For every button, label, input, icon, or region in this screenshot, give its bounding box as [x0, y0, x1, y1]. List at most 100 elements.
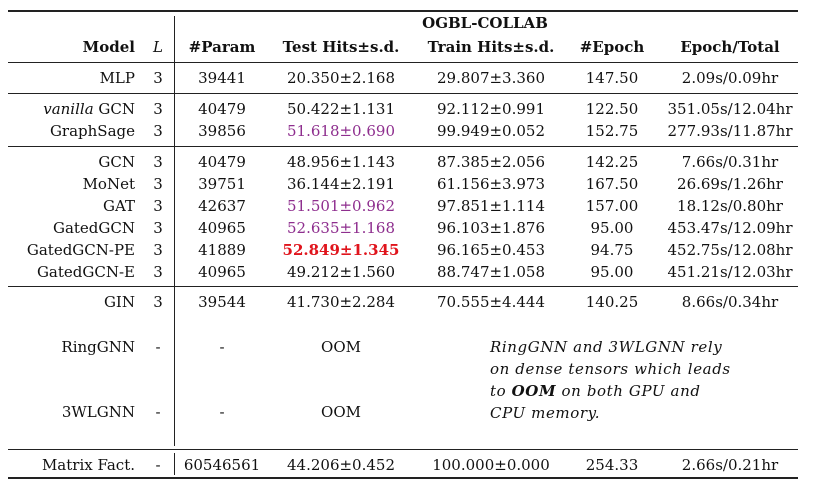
cell-test: 51.618±0.690	[287, 122, 395, 140]
top-rule	[8, 10, 798, 12]
bottom-rule	[8, 477, 798, 479]
cell-model: MoNet	[82, 175, 135, 193]
cell-test: 36.144±2.191	[287, 175, 395, 193]
cell-epoch: 95.00	[590, 219, 634, 237]
column-divider-bottom	[174, 453, 175, 475]
cell-param: -	[219, 403, 225, 421]
header-rule	[8, 62, 798, 63]
cell-epoch: 95.00	[590, 263, 634, 281]
cell-model: GAT	[103, 197, 135, 215]
cell-train: 96.103±1.876	[437, 219, 545, 237]
cell-L: 3	[153, 69, 163, 87]
cell-time: 2.09s/0.09hr	[681, 69, 779, 87]
cell-param: 39751	[198, 175, 246, 193]
note-line-4: CPU memory.	[490, 404, 601, 422]
cell-test: 51.501±0.962	[287, 197, 395, 215]
cell-time: 26.69s/1.26hr	[677, 175, 783, 193]
cell-time: 351.05s/12.04hr	[667, 100, 793, 118]
cell-param: -	[219, 338, 225, 356]
cell-train: 88.747±1.058	[437, 263, 545, 281]
cell-param: 40965	[198, 263, 246, 281]
cell-L: 3	[153, 293, 163, 311]
cell-test: 52.635±1.168	[287, 219, 395, 237]
cell-test: 44.206±0.452	[287, 456, 395, 474]
cell-test: 48.956±1.143	[287, 153, 395, 171]
cell-epoch: 254.33	[585, 456, 639, 474]
cell-L: 3	[153, 219, 163, 237]
cell-time: 277.93s/11.87hr	[667, 122, 793, 140]
header-test: Test Hits±s.d.	[282, 38, 400, 56]
note-oom: OOM	[511, 382, 557, 400]
cell-L: -	[155, 403, 161, 421]
cell-train: 70.555±4.444	[437, 293, 545, 311]
cell-time: 7.66s/0.31hr	[681, 153, 779, 171]
cell-param: 41889	[198, 241, 246, 259]
cell-epoch: 122.50	[585, 100, 639, 118]
cell-model: 3WLGNN	[61, 403, 135, 421]
cell-test: 52.849±1.345	[282, 241, 400, 259]
cell-model: Matrix Fact.	[41, 456, 135, 474]
cell-param: 39856	[198, 122, 246, 140]
cell-time: 8.66s/0.34hr	[681, 293, 779, 311]
header-model: Model	[82, 38, 135, 56]
cell-epoch: 142.25	[585, 153, 639, 171]
cell-train: 92.112±0.991	[437, 100, 545, 118]
cell-test: 50.422±1.131	[287, 100, 395, 118]
cell-epoch: 140.25	[585, 293, 639, 311]
cell-param: 60546561	[183, 456, 261, 474]
cell-param: 39544	[198, 293, 246, 311]
cell-test: 41.730±2.284	[287, 293, 395, 311]
cell-L: 3	[153, 175, 163, 193]
cell-test: OOM	[321, 338, 361, 356]
cell-model: vanilla GCN	[20, 100, 135, 118]
cell-L: 3	[153, 197, 163, 215]
cell-train: 87.385±2.056	[437, 153, 545, 171]
note-line-2: on dense tensors which leads	[490, 360, 731, 378]
cell-epoch: 167.50	[585, 175, 639, 193]
cell-time: 2.66s/0.21hr	[681, 456, 779, 474]
model-prefix: vanilla	[43, 100, 94, 118]
cell-L: 3	[153, 241, 163, 259]
oom-note: RingGNN and 3WLGNN rely on dense tensors…	[490, 336, 731, 424]
group-rule-4	[8, 449, 798, 450]
cell-test: 20.350±2.168	[287, 69, 395, 87]
cell-train: 29.807±3.360	[437, 69, 545, 87]
cell-epoch: 157.00	[585, 197, 639, 215]
cell-param: 40479	[198, 100, 246, 118]
note-line-1: RingGNN and 3WLGNN rely	[490, 338, 723, 356]
cell-epoch: 152.75	[585, 122, 639, 140]
cell-train: 97.851±1.114	[437, 197, 545, 215]
cell-L: -	[155, 338, 161, 356]
header-train: Train Hits±s.d.	[427, 38, 555, 56]
column-divider	[174, 16, 175, 446]
cell-model: GraphSage	[49, 122, 135, 140]
cell-test: OOM	[321, 403, 361, 421]
group-rule-2	[8, 146, 798, 147]
cell-model: GCN	[98, 153, 135, 171]
group-rule-1	[8, 93, 798, 94]
cell-L: 3	[153, 263, 163, 281]
cell-model: GatedGCN-PE	[26, 241, 135, 259]
cell-time: 18.12s/0.80hr	[677, 197, 783, 215]
cell-epoch: 94.75	[590, 241, 634, 259]
cell-train: 100.000±0.000	[432, 456, 550, 474]
cell-model: MLP	[99, 69, 135, 87]
cell-model: GatedGCN	[52, 219, 135, 237]
note-line-3: to OOM on both GPU and	[490, 382, 701, 400]
cell-model: RingGNN	[61, 338, 135, 356]
header-L: L	[153, 38, 163, 56]
dataset-title: OGBL-COLLAB	[422, 14, 548, 32]
cell-test: 49.212±1.560	[287, 263, 395, 281]
model-name: GCN	[93, 100, 135, 118]
cell-L: 3	[153, 100, 163, 118]
cell-model: GatedGCN-E	[36, 263, 135, 281]
cell-L: 3	[153, 153, 163, 171]
cell-train: 96.165±0.453	[437, 241, 545, 259]
cell-train: 99.949±0.052	[437, 122, 545, 140]
cell-time: 453.47s/12.09hr	[667, 219, 793, 237]
cell-param: 39441	[198, 69, 246, 87]
group-rule-3	[8, 286, 798, 287]
cell-epoch: 147.50	[585, 69, 639, 87]
header-time: Epoch/Total	[680, 38, 780, 56]
cell-time: 452.75s/12.08hr	[667, 241, 793, 259]
